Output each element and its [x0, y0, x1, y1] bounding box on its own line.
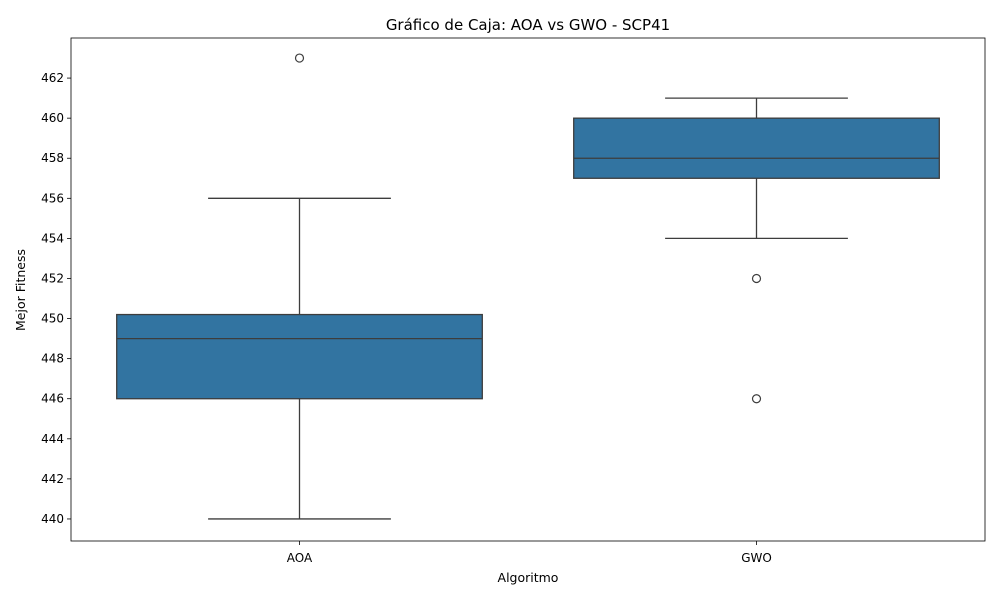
x-axis: AOA GWO — [287, 541, 772, 565]
y-tick-label: 440 — [41, 512, 64, 526]
y-tick-label: 456 — [41, 191, 64, 205]
y-tick-label: 444 — [41, 432, 64, 446]
outlier-point — [751, 273, 762, 284]
x-axis-label: Algoritmo — [498, 570, 559, 585]
outlier-point — [751, 394, 762, 404]
chart-title: Gráfico de Caja: AOA vs GWO - SCP41 — [386, 16, 670, 34]
y-axis: 440 442 444 446 448 450 452 454 456 458 460 462 — [41, 71, 71, 526]
iqr-box — [573, 117, 940, 179]
y-tick-label: 460 — [41, 111, 64, 125]
x-tick-label: AOA — [287, 551, 313, 565]
y-tick-label: 462 — [41, 71, 64, 85]
y-tick-label: 452 — [41, 271, 64, 285]
outlier-point — [294, 53, 305, 63]
y-tick-label: 454 — [41, 231, 64, 245]
y-tick-label: 442 — [41, 472, 64, 486]
x-tick-label: GWO — [741, 551, 772, 565]
y-axis-label: Mejor Fitness — [13, 249, 28, 331]
y-tick-label: 458 — [41, 151, 64, 165]
boxes-group — [116, 53, 940, 520]
box-gwo — [573, 97, 940, 404]
plot-area-frame — [70, 37, 986, 542]
y-tick-label: 446 — [41, 392, 64, 406]
y-tick-label: 450 — [41, 312, 64, 326]
box-aoa — [116, 53, 483, 520]
y-tick-label: 448 — [41, 352, 64, 366]
iqr-box — [116, 313, 483, 400]
